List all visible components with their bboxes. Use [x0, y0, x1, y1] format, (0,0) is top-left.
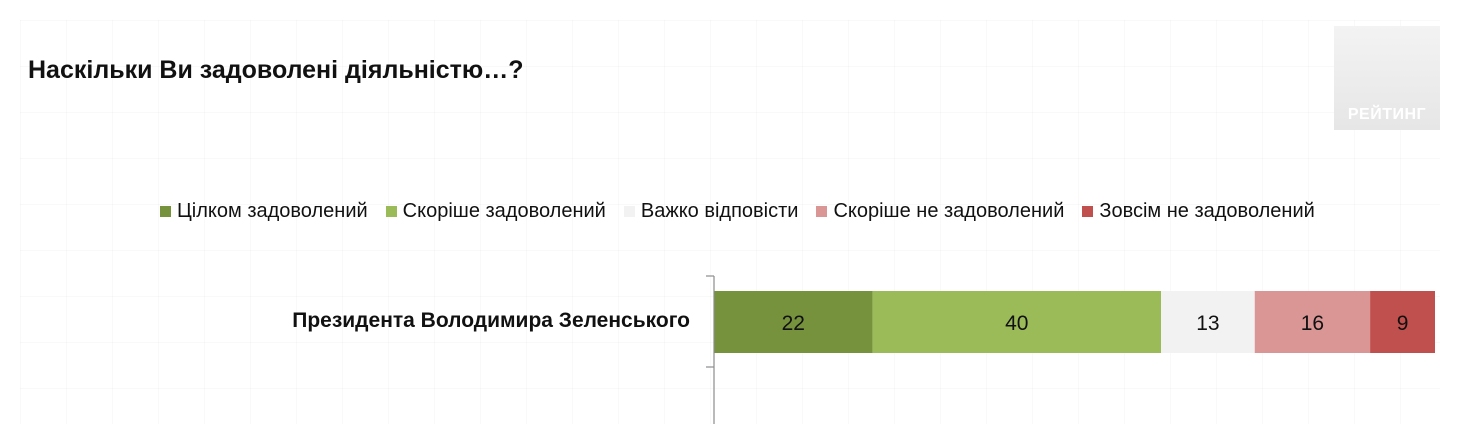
- legend: Цілком задоволений Скоріше задоволений В…: [160, 198, 1315, 224]
- logo-text: РЕЙТИНГ: [1347, 106, 1427, 123]
- data-label: 22: [782, 312, 805, 335]
- legend-item-hard-to-say: Важко відповісти: [623, 199, 799, 223]
- legend-label: Зовсім не задоволений: [1099, 199, 1315, 222]
- rating-logo: РЕЙТИНГ: [1334, 26, 1440, 130]
- legend-swatch: [623, 205, 635, 217]
- data-label: 16: [1301, 312, 1324, 335]
- legend-swatch: [1082, 205, 1094, 217]
- legend-item-rather-dissatisfied: Скоріше не задоволений: [816, 200, 1064, 223]
- chart-title: Наскільки Ви задоволені діяльністю…?: [28, 56, 524, 84]
- legend-item-rather-satisfied: Скоріше задоволений: [385, 199, 606, 223]
- bar-segment: [714, 291, 873, 353]
- legend-label: Скоріше не задоволений: [833, 199, 1065, 222]
- legend-swatch: [816, 205, 828, 217]
- bar-segment: [1161, 291, 1255, 353]
- data-label: 9: [1397, 312, 1409, 335]
- bar-segment: [872, 291, 1162, 353]
- legend-item-fully-satisfied: Цілком задоволений: [160, 200, 368, 223]
- legend-swatch: [385, 205, 397, 217]
- bar-segment: [1370, 291, 1435, 353]
- data-label: 40: [1005, 312, 1028, 335]
- data-label: 13: [1196, 312, 1219, 335]
- legend-item-fully-dissatisfied: Зовсім не задоволений: [1082, 199, 1315, 223]
- legend-swatch: [160, 205, 171, 217]
- legend-label: Цілком задоволений: [177, 199, 368, 222]
- legend-label: Скоріше задоволений: [402, 199, 606, 222]
- background-grid: [20, 20, 1440, 424]
- bar-segment: [1254, 291, 1371, 353]
- category-label: Президента Володимира Зеленського: [292, 309, 690, 332]
- legend-label: Важко відповісти: [640, 199, 799, 222]
